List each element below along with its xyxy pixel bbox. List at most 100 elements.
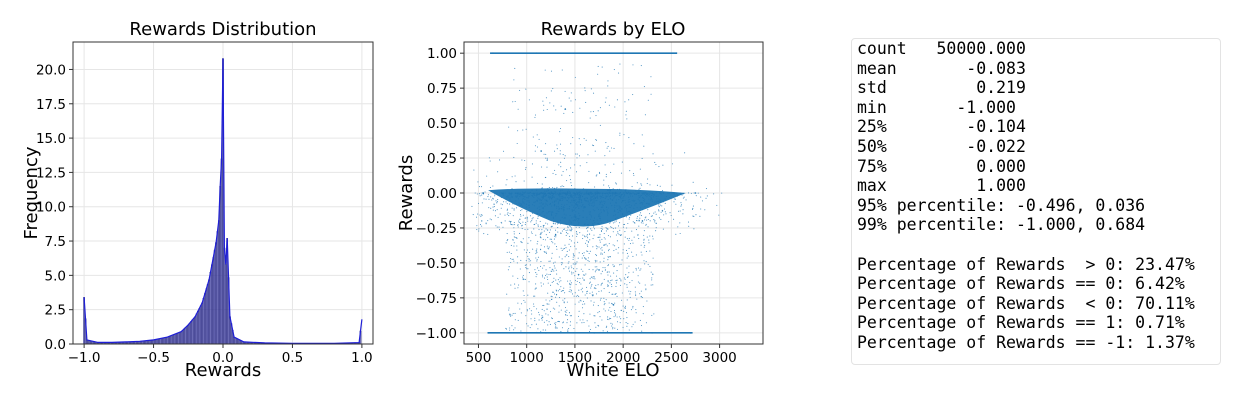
scatter-point [517,195,519,197]
scatter-point [584,264,586,266]
scatter-point [649,220,651,222]
scatter-point [647,264,649,266]
scatter-point [514,192,517,194]
scatter-point [607,285,609,287]
scatter-point [551,257,553,259]
scatter-point [571,273,573,275]
scatter-point [505,201,507,203]
scatter-point [535,253,537,255]
scatter-point [613,210,615,212]
scatter-point [615,183,617,185]
scatter-point [494,192,496,194]
scatter-point [531,324,533,326]
scatter-point [646,192,648,194]
scatter-point [547,195,549,197]
scatter-point [631,230,633,232]
scatter-point [568,208,570,210]
scatter-point [577,203,579,206]
scatter-point [619,206,621,208]
scatter-point [522,238,524,240]
scatter-point [628,198,630,201]
scatter-point [614,206,616,208]
scatter-point [527,228,529,230]
scatter-point [567,262,569,264]
scatter-point [536,259,538,261]
scatter-x-tick-label: 2000 [606,350,640,366]
scatter-x-tick-label: 2500 [654,350,688,366]
scatter-point [607,281,609,283]
scatter-point [504,220,506,222]
scatter-point [544,193,546,195]
scatter-point [624,190,626,192]
scatter-point [643,230,645,232]
scatter-point [498,229,501,231]
scatter-point [544,215,546,217]
scatter-point [528,237,530,239]
scatter-point [620,309,622,312]
scatter-point [609,220,611,222]
scatter-point [586,190,588,192]
scatter-point [651,279,653,281]
scatter-point [589,211,592,213]
scatter-point [578,207,580,209]
scatter-point [639,202,641,204]
scatter-point [505,198,507,200]
scatter-point [609,317,611,319]
scatter-point [624,307,626,309]
scatter-point [603,288,605,290]
scatter-point [534,116,536,118]
scatter-point [558,321,561,323]
scatter-point [519,308,521,310]
scatter-point [571,199,573,201]
scatter-point [575,153,577,155]
scatter-point [578,194,580,196]
scatter-point [589,194,591,196]
scatter-point [643,145,645,147]
scatter-point [562,248,564,250]
scatter-point [510,258,512,260]
scatter-point [655,230,657,232]
scatter-point [556,186,558,188]
scatter-point [645,289,647,291]
scatter-point [572,235,574,237]
scatter-point [569,229,571,231]
scatter-point [513,203,515,205]
scatter-point [499,213,501,215]
scatter-point [495,200,497,202]
scatter-point [584,257,586,259]
scatter-point [555,213,557,215]
scatter-point [548,196,550,198]
scatter-point [643,242,645,244]
scatter-point [628,99,630,101]
scatter-point [626,317,628,319]
scatter-point [574,195,576,197]
scatter-point [492,52,494,54]
scatter-point [567,196,569,198]
scatter-point [682,213,684,215]
scatter-point [658,205,660,207]
scatter-point [568,268,570,270]
scatter-point [550,211,552,213]
scatter-point [559,193,561,195]
scatter-point [585,286,588,288]
scatter-point [520,241,523,243]
scatter-point [553,105,555,107]
scatter-point [551,317,553,319]
scatter-point [554,261,556,263]
scatter-point [619,132,621,134]
scatter-y-tick-label: 0.50 [427,116,457,132]
scatter-point [586,293,588,295]
scatter-point [516,142,518,145]
scatter-point [516,207,518,209]
scatter-point [582,319,584,321]
scatter-point [603,301,605,303]
scatter-point [608,104,610,106]
scatter-point [646,194,648,196]
scatter-point [563,287,565,289]
scatter-point [538,311,540,313]
scatter-point [512,239,514,241]
scatter-point [499,159,501,161]
scatter-point [560,286,562,288]
scatter-point [613,197,615,199]
scatter-point [524,228,526,231]
